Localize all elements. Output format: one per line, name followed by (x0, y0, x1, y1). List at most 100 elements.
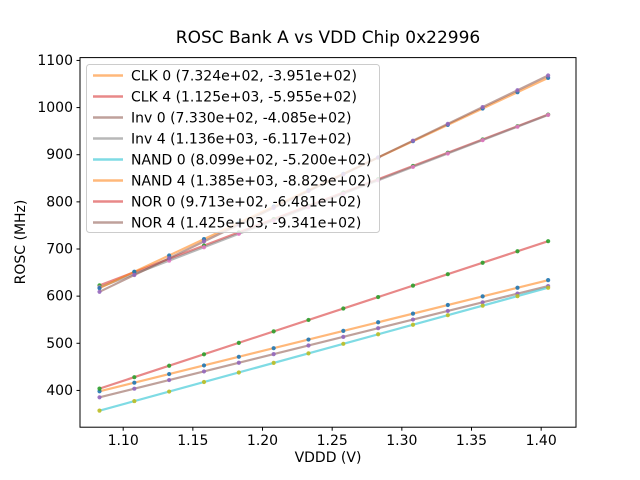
legend-label: NAND 0 (8.099e+02, -5.200e+02) (131, 153, 371, 169)
data-point (201, 352, 207, 357)
data-point (480, 300, 485, 305)
data-point (132, 272, 137, 278)
data-point (376, 326, 381, 331)
data-point (132, 269, 137, 274)
series-points-nor-0 (97, 239, 551, 391)
legend-label: NOR 0 (9.713e+02, -6.481e+02) (131, 195, 361, 211)
y-tick-label: 900 (46, 147, 73, 163)
x-tick-label: 1.15 (177, 433, 208, 449)
data-point (376, 332, 381, 337)
data-point (271, 346, 276, 351)
x-tick-label: 1.35 (456, 433, 487, 449)
legend-label: Inv 0 (7.330e+02, -4.085e+02) (131, 111, 351, 127)
legend-item-nand-0: NAND 0 (8.099e+02, -5.200e+02) (93, 153, 371, 169)
series-line-inv-0 (99, 285, 549, 399)
data-point (201, 239, 207, 244)
data-point (410, 283, 416, 288)
x-tick-label: 1.10 (108, 433, 139, 449)
legend-item-nand-4: NAND 4 (1.385e+03, -8.829e+02) (93, 174, 371, 190)
data-point (132, 398, 137, 404)
data-point (236, 370, 241, 375)
data-point (515, 124, 520, 129)
data-point (546, 73, 551, 78)
legend-item-nor-4: NOR 4 (1.425e+03, -9.341e+02) (93, 216, 361, 232)
data-point (306, 317, 311, 323)
data-point (480, 138, 485, 143)
data-point (515, 293, 520, 299)
data-point (236, 340, 241, 345)
data-point (97, 395, 102, 400)
data-point (201, 363, 207, 368)
data-point (515, 285, 520, 290)
y-tick-label: 400 (46, 383, 73, 399)
data-point (271, 360, 276, 365)
data-point (271, 329, 276, 334)
x-tick-label: 1.40 (526, 433, 557, 449)
x-tick-label: 1.25 (317, 433, 348, 449)
legend-label: Inv 4 (1.136e+03, -6.117e+02) (131, 132, 351, 148)
data-point (480, 104, 485, 110)
data-point (132, 386, 137, 391)
series-line-clk-0 (99, 279, 549, 393)
plot-border (79, 57, 577, 428)
data-point (410, 317, 416, 322)
data-point (546, 285, 551, 290)
data-point (132, 375, 137, 380)
data-point (167, 389, 172, 394)
series-line-nor-0 (99, 240, 549, 390)
y-tick-label: 800 (46, 194, 73, 210)
legend-label: NOR 4 (1.425e+03, -9.341e+02) (131, 216, 361, 232)
legend-label: NAND 4 (1.385e+03, -8.829e+02) (131, 174, 371, 190)
data-point (132, 380, 137, 385)
x-tick-label: 1.30 (386, 433, 417, 449)
x-axis-label: VDDD (V) (294, 450, 362, 466)
legend-box (86, 64, 380, 233)
data-point (410, 164, 416, 169)
data-point (376, 294, 381, 300)
y-tick-label: 700 (46, 242, 73, 258)
legend-item-inv-0: Inv 0 (7.330e+02, -4.085e+02) (93, 111, 351, 127)
data-point (445, 151, 450, 156)
data-point (167, 363, 172, 368)
data-point (97, 289, 102, 294)
data-point (376, 320, 381, 325)
data-point (271, 352, 276, 357)
data-point (341, 341, 346, 346)
series-line-nand-0 (99, 286, 549, 412)
y-axis-label: ROSC (MHz) (13, 199, 29, 285)
data-point (341, 334, 346, 339)
data-point (201, 379, 207, 385)
series-points-clk-0 (97, 278, 551, 394)
data-point (515, 249, 520, 254)
legend-label: CLK 4 (1.125e+03, -5.955e+02) (131, 90, 357, 106)
data-point (480, 260, 485, 265)
legend-item-inv-4: Inv 4 (1.136e+03, -6.117e+02) (93, 132, 351, 148)
data-point (97, 285, 102, 291)
data-point (546, 278, 551, 283)
data-point (201, 369, 207, 374)
data-point (445, 313, 450, 318)
data-point (306, 337, 311, 342)
legend: CLK 0 (7.324e+02, -3.951e+02) CLK 4 (1.12… (86, 64, 380, 233)
data-point (445, 302, 450, 308)
y-tick-label: 500 (46, 336, 73, 352)
data-point (236, 360, 241, 365)
data-point (236, 354, 241, 359)
data-point (97, 386, 102, 391)
series-points-nand-0 (97, 285, 551, 413)
legend-item-nor-0: NOR 0 (9.713e+02, -6.481e+02) (93, 195, 361, 211)
data-point (167, 377, 172, 383)
data-point (546, 239, 551, 244)
data-point (445, 121, 450, 126)
data-point (306, 351, 311, 356)
legend-item-clk-4: CLK 4 (1.125e+03, -5.955e+02) (93, 90, 357, 106)
data-point (167, 256, 172, 261)
data-point (97, 408, 102, 413)
data-point (167, 371, 172, 377)
data-point (341, 328, 346, 333)
y-tick-label: 1100 (37, 53, 73, 69)
x-tick-label: 1.20 (247, 433, 278, 449)
chart-title: ROSC Bank A vs VDD Chip 0x22996 (175, 28, 481, 48)
